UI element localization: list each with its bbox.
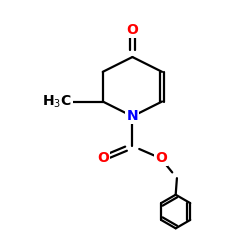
Text: H$_3$C: H$_3$C: [42, 93, 72, 110]
Text: N: N: [126, 109, 138, 123]
Text: O: O: [155, 151, 167, 166]
Text: O: O: [97, 151, 109, 166]
Text: O: O: [126, 23, 138, 37]
